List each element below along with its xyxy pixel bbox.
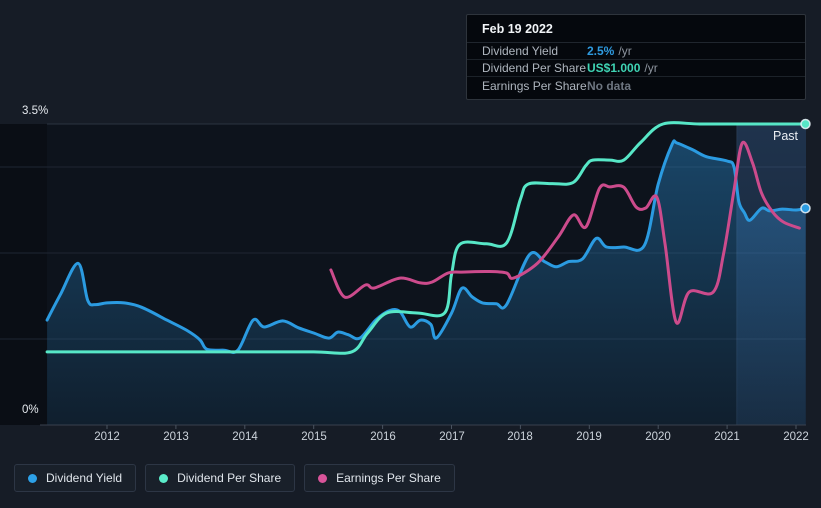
tooltip-suffix: /yr: [618, 44, 632, 58]
tooltip-row-dividend-per-share: Dividend Per Share US$1.000 /yr: [467, 60, 805, 77]
dividend-per-share-line: [45, 121, 808, 355]
tooltip-value: No data: [587, 78, 632, 93]
dividend-per-share-end-dot: [800, 118, 811, 130]
earnings-per-share-line: [329, 140, 801, 325]
x-axis-label: 2017: [439, 431, 465, 443]
legend-label: Earnings Per Share: [336, 471, 441, 485]
legend-item-dividend-per-share[interactable]: Dividend Per Share: [145, 464, 296, 492]
legend-item-earnings-per-share[interactable]: Earnings Per Share: [304, 464, 455, 492]
x-axis-label: 2014: [232, 431, 258, 443]
x-axis-label: 2020: [645, 431, 671, 443]
x-axis-label: 2018: [507, 431, 533, 443]
dividend-yield-area: [47, 140, 806, 425]
x-axis-label: 2016: [370, 431, 396, 443]
tooltip-label: Earnings Per Share: [482, 78, 587, 93]
chart-legend: Dividend Yield Dividend Per Share Earnin…: [14, 464, 455, 492]
past-label: Past: [772, 129, 798, 143]
x-axis-label: 2021: [714, 431, 740, 443]
dividend-yield-line: [45, 139, 808, 354]
tooltip-row-earnings-per-share: Earnings Per Share No data: [467, 77, 805, 94]
legend-label: Dividend Per Share: [177, 471, 282, 485]
legend-label: Dividend Yield: [46, 471, 123, 485]
dividend-yield-end-dot: [800, 203, 811, 214]
plot-left-margin: [0, 124, 47, 425]
x-axis-label: 2015: [301, 431, 327, 443]
tooltip-date: Feb 19 2022: [467, 15, 805, 43]
legend-item-dividend-yield[interactable]: Dividend Yield: [14, 464, 137, 492]
highlight-band: [736, 124, 806, 425]
x-axis-label: 2012: [94, 431, 120, 443]
tooltip-label: Dividend Per Share: [482, 61, 587, 75]
x-axis-label: 2022: [783, 431, 809, 443]
x-axis-label: 2019: [576, 431, 602, 443]
earnings-per-share-dot-icon: [318, 473, 328, 483]
y-axis-label-bottom: 0%: [22, 404, 39, 416]
tooltip-suffix: /yr: [644, 61, 658, 75]
tooltip-row-dividend-yield: Dividend Yield 2.5% /yr: [467, 43, 805, 60]
tooltip-value: US$1.000: [587, 61, 641, 75]
dividend-per-share-dot-icon: [159, 473, 169, 483]
y-axis-label-top: 3.5%: [22, 105, 49, 117]
tooltip-label: Dividend Yield: [482, 44, 559, 58]
x-axis-label: 2013: [163, 431, 189, 443]
dividend-yield-dot-icon: [28, 473, 37, 483]
x-axis: 2012 2013 2014 2015 2016 2017 2018 2019 2020 2021…: [0, 431, 821, 446]
chart-tooltip: Feb 19 2022 Dividend Yield 2.5% /yr Divi…: [466, 14, 806, 100]
tooltip-value: 2.5%: [587, 44, 615, 58]
